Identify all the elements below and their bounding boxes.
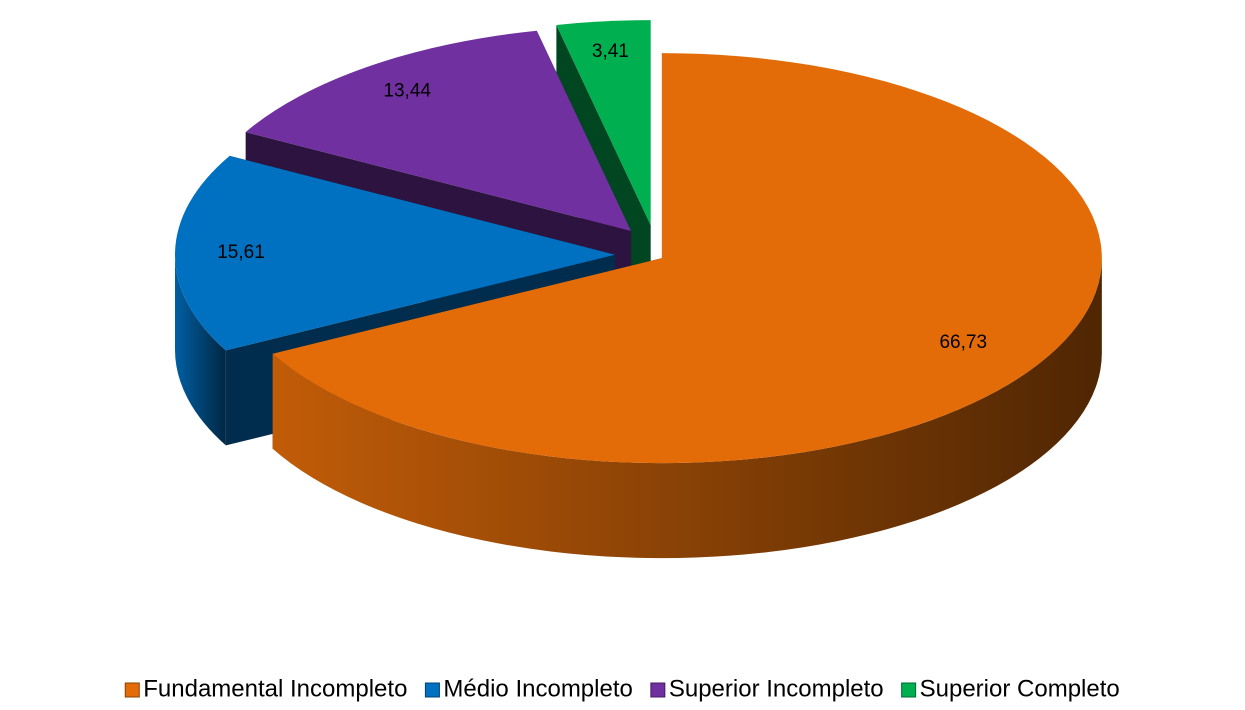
data-label: 3,41 <box>592 41 629 62</box>
data-label: 66,73 <box>939 332 987 353</box>
legend-label: Superior Incompleto <box>669 675 884 702</box>
legend-label: Superior Completo <box>920 675 1120 702</box>
slice-top <box>245 30 632 231</box>
legend-label: Fundamental Incompleto <box>143 675 407 702</box>
data-label: 15,61 <box>217 242 265 263</box>
legend-marker <box>901 682 917 698</box>
slice-top <box>175 155 616 351</box>
legend-marker <box>650 682 666 698</box>
slice-side <box>175 254 226 446</box>
legend-label: Médio Incompleto <box>443 675 632 702</box>
legend-marker <box>424 682 440 698</box>
slice-side <box>272 258 1102 559</box>
legend-marker <box>124 682 140 698</box>
data-label: 13,44 <box>383 80 431 101</box>
legend: Fundamental Incompleto Médio Incompleto Su… <box>124 675 1120 702</box>
slice <box>272 53 1102 559</box>
slice-top <box>272 53 1102 464</box>
slice-top <box>556 20 651 226</box>
